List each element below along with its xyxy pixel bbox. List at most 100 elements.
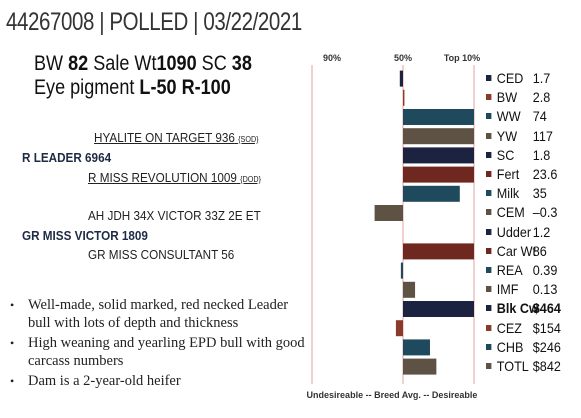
trait-name: CHB bbox=[496, 338, 524, 355]
trait-row-cem: CEM –0.3 bbox=[486, 203, 557, 222]
sale-weight-value: 1090 bbox=[156, 52, 197, 75]
legend-square-icon bbox=[486, 94, 492, 101]
trait-name: Car Wt bbox=[496, 242, 537, 259]
chart-footer: Undesireable -- Breed Avg. -- Desireable bbox=[307, 390, 478, 400]
eye-pigment-right: R-100 bbox=[181, 76, 231, 99]
trait-row-blk-cw: Blk Cw$464 bbox=[486, 299, 561, 318]
legend-square-icon bbox=[486, 209, 492, 216]
trait-row-imf: IMF 0.13 bbox=[486, 280, 557, 299]
legend-square-icon bbox=[486, 113, 492, 120]
bar-group bbox=[374, 70, 474, 375]
trait-row-rea: REA 0.39 bbox=[486, 261, 557, 280]
bullet-dot-icon: • bbox=[10, 374, 15, 388]
axis-label-90: 90% bbox=[323, 53, 341, 63]
epd-bar-ced bbox=[399, 70, 403, 87]
trait-row-sc: SC 1.8 bbox=[486, 146, 550, 165]
stats-line-weights: BW 82 Sale Wt1090 SC 38 bbox=[34, 52, 252, 76]
trait-row-totl: TOTL $842 bbox=[486, 357, 561, 376]
trait-row-chb: CHB $246 bbox=[486, 338, 561, 357]
comment-text: High weaning and yearling EPD bull with … bbox=[28, 335, 305, 369]
legend-square-icon bbox=[486, 267, 492, 273]
epd-bar-chart: 90% 50% Top 10% Undesireable -- Breed Av… bbox=[307, 53, 481, 400]
trait-row-car-wt: Car Wt86 bbox=[486, 242, 547, 261]
trait-name: CEM bbox=[496, 204, 525, 221]
trait-name: Fert bbox=[496, 166, 520, 182]
trait-name: YW bbox=[496, 127, 518, 144]
sire-sire-name: HYALITE ON TARGET 936 bbox=[94, 130, 235, 145]
lot-header: 44267008 | POLLED | 03/22/2021 bbox=[6, 8, 302, 36]
trait-name: CED bbox=[496, 70, 524, 86]
epd-bar-car-wt bbox=[403, 243, 474, 260]
legend-square-icon bbox=[486, 132, 492, 139]
trait-value: 117 bbox=[532, 127, 553, 144]
trait-value: 0.13 bbox=[532, 281, 558, 298]
trait-value: –0.3 bbox=[532, 204, 558, 221]
trait-value: 0.39 bbox=[532, 262, 558, 278]
sc-label: SC bbox=[201, 52, 227, 75]
legend-square-icon bbox=[486, 324, 492, 331]
comment-text: Well-made, solid marked, red necked Lead… bbox=[28, 297, 289, 331]
trait-row-cez: CEZ $154 bbox=[486, 319, 561, 338]
pedigree-sire: R LEADER 6964 bbox=[22, 150, 112, 165]
bullet-dot-icon: • bbox=[10, 336, 15, 350]
pedigree-dam-sire: AH JDH 34X VICTOR 33Z 2E ET bbox=[88, 208, 261, 223]
trait-value: 35 bbox=[532, 185, 547, 202]
trait-value: $842 bbox=[532, 358, 561, 374]
trait-name: SC bbox=[496, 146, 515, 163]
sale-weight-label: Sale Wt bbox=[93, 52, 157, 75]
trait-value: $464 bbox=[532, 300, 561, 317]
trait-value: 86 bbox=[532, 242, 547, 259]
epd-bar-imf bbox=[403, 281, 416, 298]
epd-bar-ww bbox=[403, 109, 474, 125]
trait-name: IMF bbox=[496, 281, 519, 298]
legend-square-icon bbox=[486, 171, 492, 177]
epd-bar-chb bbox=[403, 339, 430, 356]
axis-label-50: 50% bbox=[394, 53, 412, 63]
trait-name: Udder bbox=[496, 223, 532, 240]
legend-square-icon bbox=[486, 305, 492, 312]
pedigree-sire-sire: HYALITE ON TARGET 936 {SOD} bbox=[94, 130, 259, 145]
bullet-dot-icon: • bbox=[10, 298, 15, 312]
trait-name: REA bbox=[496, 262, 523, 278]
trait-value: 1.7 bbox=[532, 70, 551, 86]
epd-bar-sc bbox=[403, 147, 474, 164]
bw-value: 82 bbox=[68, 52, 89, 75]
comment-item: • Dam is a 2-year-old heifer bbox=[8, 372, 308, 390]
eye-pigment-label: Eye pigment bbox=[34, 76, 135, 99]
trait-name: WW bbox=[496, 108, 521, 125]
epd-bar-milk bbox=[403, 185, 460, 202]
axis-label-top10: Top 10% bbox=[444, 53, 480, 63]
trait-value: 23.6 bbox=[532, 166, 558, 182]
legend-square-icon bbox=[486, 343, 492, 350]
trait-name: Blk Cw bbox=[496, 300, 539, 317]
sire-dam-name: R MISS REVOLUTION 1009 bbox=[88, 170, 237, 185]
bw-label: BW bbox=[34, 52, 64, 75]
comment-item: • Well-made, solid marked, red necked Lea… bbox=[8, 296, 308, 332]
epd-bar-cez bbox=[395, 320, 403, 337]
trait-value: 1.8 bbox=[532, 146, 551, 163]
trait-value: 1.2 bbox=[532, 223, 551, 240]
trait-row-bw: BW 2.8 bbox=[486, 88, 550, 107]
trait-name: BW bbox=[496, 89, 518, 106]
trait-row-udder: Udder 1.2 bbox=[486, 223, 550, 242]
legend-square-icon bbox=[486, 151, 492, 158]
trait-row-fert: Fert 23.6 bbox=[486, 165, 557, 184]
epd-bar-cem bbox=[374, 205, 403, 221]
epd-bar-bw bbox=[403, 89, 405, 106]
legend-square-icon bbox=[486, 247, 492, 254]
sc-value: 38 bbox=[231, 52, 252, 75]
legend-square-icon bbox=[486, 190, 492, 197]
eye-pigment-left: L-50 bbox=[139, 76, 177, 99]
epd-bar-fert bbox=[403, 166, 474, 183]
trait-name: CEZ bbox=[496, 319, 522, 336]
trait-value: 2.8 bbox=[532, 89, 551, 106]
trait-value: $154 bbox=[532, 319, 561, 336]
epd-bar-totl bbox=[403, 358, 437, 375]
sire-sire-tag: {SOD} bbox=[238, 135, 259, 144]
trait-name: TOTL bbox=[496, 358, 529, 374]
sire-dam-tag: {DOD} bbox=[240, 175, 261, 184]
comment-text: Dam is a 2-year-old heifer bbox=[28, 373, 181, 389]
epd-bar-yw bbox=[403, 128, 474, 145]
pedigree-sire-dam: R MISS REVOLUTION 1009 {DOD} bbox=[88, 170, 261, 185]
comment-item: • High weaning and yearling EPD bull with… bbox=[8, 334, 308, 370]
